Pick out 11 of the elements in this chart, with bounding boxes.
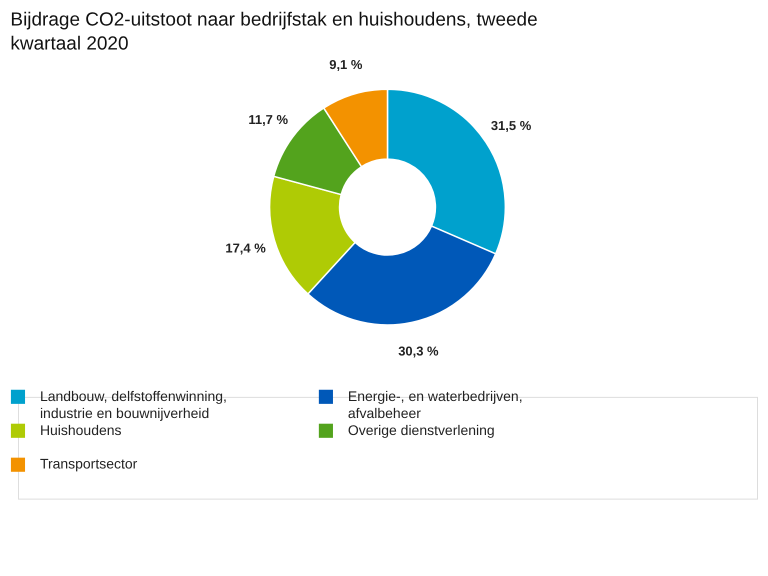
data-label: 30,3 %: [398, 344, 440, 359]
data-label: 31,5 %: [490, 118, 532, 133]
data-label: 9,1 %: [329, 57, 363, 72]
legend-label: Energie-, en waterbedrijven, afvalbeheer: [348, 388, 523, 421]
legend-label: Overige dienstverlening: [348, 422, 495, 438]
data-label: 11,7 %: [248, 112, 288, 127]
chart-title: Bijdrage CO2-uitstoot naar bedrijfstak en huishoudens, tweede kwartaal 2020: [10, 9, 538, 54]
legend-label: Huishoudens: [40, 422, 122, 438]
data-label: 17,4 %: [225, 240, 266, 256]
legend-label: Transportsector: [40, 456, 138, 472]
legend-label: Landbouw, delfstoffenwinning, industrie en bouwnijverheid: [40, 388, 227, 421]
